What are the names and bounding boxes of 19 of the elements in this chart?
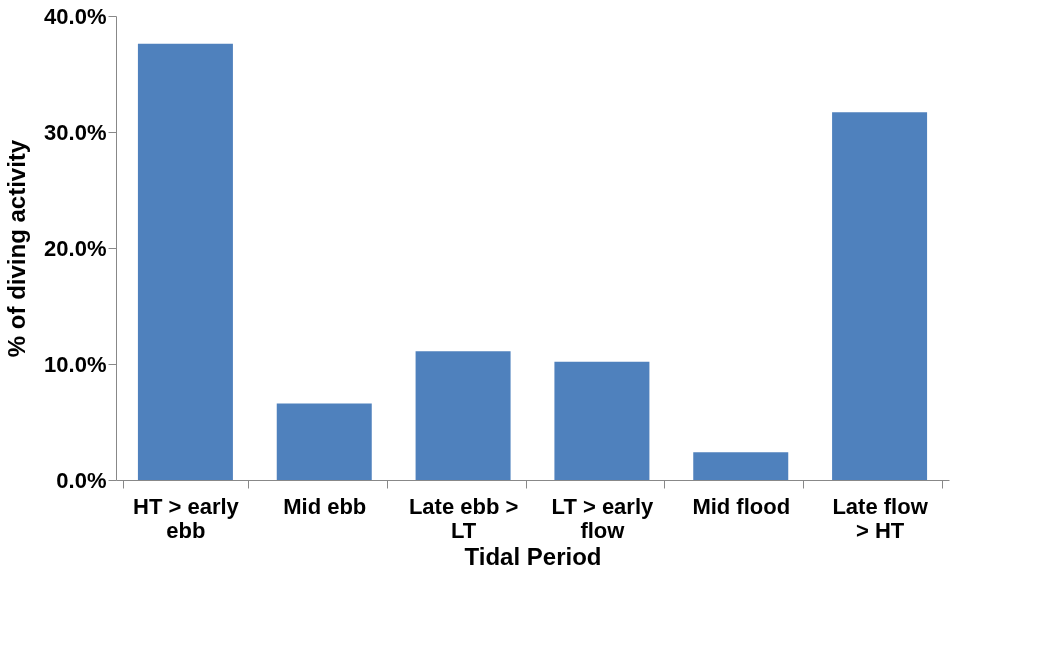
bar [137, 43, 233, 480]
y-axis-title: % of diving activity [3, 139, 31, 358]
bar [554, 361, 650, 480]
y-tick-label: 40.0% [44, 3, 107, 29]
y-tick-label: 0.0% [56, 467, 107, 493]
x-tick-label: HT > early ebb [133, 493, 240, 543]
y-tick-label: 30.0% [44, 119, 107, 145]
x-tick-label: Mid ebb [283, 493, 367, 519]
bar [415, 351, 511, 480]
y-tick-label: 10.0% [44, 351, 107, 377]
x-tick-label: Late ebb > LT [408, 493, 519, 543]
bar [276, 403, 372, 480]
bar [832, 112, 928, 480]
bar [693, 452, 789, 480]
x-tick-label: LT > early flow [551, 493, 655, 543]
x-tick-label: Mid flood [692, 493, 791, 519]
x-axis-title: Tidal Period [464, 542, 602, 570]
y-tick-label: 20.0% [44, 235, 107, 261]
x-tick-label: Late flow > HT [832, 493, 929, 543]
